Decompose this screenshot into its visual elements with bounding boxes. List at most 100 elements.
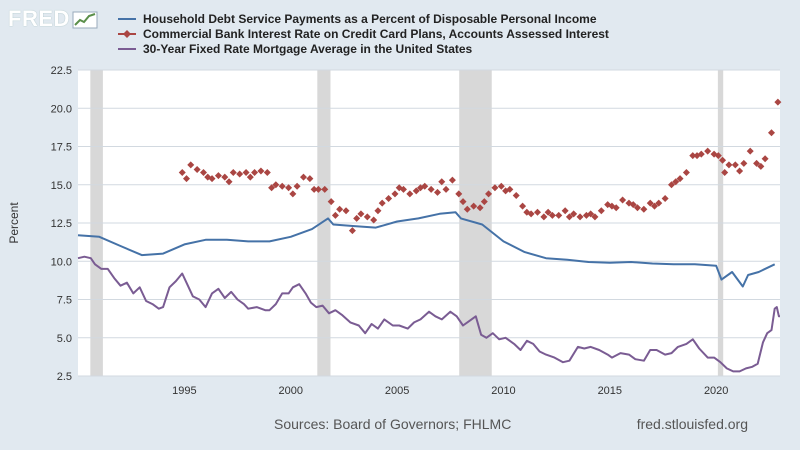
- legend-label: Commercial Bank Interest Rate on Credit …: [143, 26, 609, 41]
- data-point-diamond: [399, 185, 407, 193]
- data-point-diamond: [391, 190, 399, 198]
- data-point-diamond: [193, 165, 201, 173]
- data-point-diamond: [736, 167, 744, 175]
- x-tick-label: 2000: [278, 385, 302, 397]
- data-point-diamond: [697, 150, 705, 158]
- data-point-diamond: [438, 178, 446, 186]
- data-point-diamond: [246, 173, 254, 181]
- y-tick-label: 17.5: [51, 142, 72, 154]
- data-point-diamond: [519, 202, 527, 210]
- data-point-diamond: [314, 185, 322, 193]
- data-point-diamond: [221, 173, 229, 181]
- data-point-diamond: [278, 182, 286, 190]
- y-tick-label: 7.5: [57, 295, 72, 307]
- data-point-diamond: [544, 208, 552, 216]
- data-point-diamond: [448, 176, 456, 184]
- legend-item-debt-service[interactable]: Household Debt Service Payments as a Per…: [118, 11, 609, 26]
- data-point-diamond: [527, 210, 535, 218]
- data-point-diamond: [406, 190, 414, 198]
- data-point-diamond: [306, 175, 314, 183]
- legend-item-mortgage-rate[interactable]: 30-Year Fixed Rate Mortgage Average in t…: [118, 41, 609, 56]
- data-point-diamond: [512, 191, 520, 199]
- y-tick-label: 15.0: [51, 180, 72, 192]
- y-tick-label: 5.0: [57, 333, 72, 345]
- data-point-diamond: [668, 181, 676, 189]
- data-point-diamond: [336, 205, 344, 213]
- data-point-diamond: [374, 207, 382, 215]
- y-tick-label: 20.0: [51, 103, 72, 115]
- data-point-diamond: [342, 207, 350, 215]
- data-point-diamond: [650, 202, 658, 210]
- data-point-diamond: [378, 199, 386, 207]
- data-point-diamond: [661, 195, 669, 203]
- data-point-diamond: [236, 170, 244, 178]
- footer-url[interactable]: fred.stlouisfed.org: [636, 416, 748, 432]
- data-point-diamond: [740, 159, 748, 167]
- data-point-diamond: [455, 190, 463, 198]
- data-point-diamond: [672, 178, 680, 186]
- x-tick-label: 2020: [704, 385, 728, 397]
- y-axis-label: Percent: [7, 202, 21, 244]
- legend-label: Household Debt Service Payments as a Per…: [143, 11, 597, 26]
- data-point-diamond: [619, 196, 627, 204]
- x-tick-label: 2015: [598, 385, 622, 397]
- data-point-diamond: [746, 147, 754, 155]
- data-point-diamond: [757, 162, 765, 170]
- chart-trend-icon: [72, 11, 98, 29]
- data-point-diamond: [200, 169, 208, 177]
- data-point-diamond: [434, 188, 442, 196]
- data-point-diamond: [774, 98, 782, 106]
- series-debt-service-line: [77, 211, 776, 288]
- data-point-diamond: [299, 173, 307, 181]
- chart-legend: Household Debt Service Payments as a Per…: [118, 11, 609, 56]
- data-point-diamond: [485, 190, 493, 198]
- data-point-diamond: [676, 175, 684, 183]
- fred-logo[interactable]: FRED: [8, 6, 98, 32]
- data-point-diamond: [721, 169, 729, 177]
- data-point-diamond: [655, 199, 663, 207]
- data-point-diamond: [293, 182, 301, 190]
- series-credit-card-rate: [178, 98, 782, 235]
- data-point-diamond: [470, 202, 478, 210]
- data-point-diamond: [704, 147, 712, 155]
- data-point-diamond: [719, 156, 727, 164]
- data-point-diamond: [555, 211, 563, 219]
- data-point-diamond: [480, 198, 488, 206]
- data-point-diamond: [506, 185, 514, 193]
- legend-line-key: [118, 17, 136, 20]
- data-point-diamond: [633, 204, 641, 212]
- data-point-diamond: [533, 208, 541, 216]
- legend-line-key: [118, 47, 136, 50]
- data-point-diamond: [257, 167, 265, 175]
- data-point-diamond: [629, 201, 637, 209]
- data-point-diamond: [242, 169, 250, 177]
- data-point-diamond: [363, 213, 371, 221]
- data-point-diamond: [182, 175, 190, 183]
- data-point-diamond: [612, 204, 620, 212]
- data-point-diamond: [421, 182, 429, 190]
- data-point-diamond: [310, 185, 318, 193]
- footer-source: Sources: Board of Governors; FHLMC: [274, 416, 512, 432]
- data-point-diamond: [385, 195, 393, 203]
- y-tick-label: 2.5: [57, 371, 72, 383]
- data-point-diamond: [229, 169, 237, 177]
- data-point-diamond: [251, 169, 259, 177]
- y-tick-label: 22.5: [51, 65, 72, 77]
- data-point-diamond: [370, 216, 378, 224]
- data-point-diamond: [570, 210, 578, 218]
- data-point-diamond: [321, 185, 329, 193]
- legend-item-credit-card-rate[interactable]: Commercial Bank Interest Rate on Credit …: [118, 26, 609, 41]
- data-point-diamond: [272, 181, 280, 189]
- data-point-diamond: [731, 161, 739, 169]
- data-point-diamond: [576, 213, 584, 221]
- legend-label: 30-Year Fixed Rate Mortgage Average in t…: [143, 41, 473, 56]
- data-point-diamond: [348, 227, 356, 235]
- y-tick-label: 12.5: [51, 218, 72, 230]
- data-point-diamond: [497, 182, 505, 190]
- data-point-diamond: [353, 214, 361, 222]
- data-point-diamond: [208, 175, 216, 183]
- data-point-diamond: [491, 184, 499, 192]
- data-point-diamond: [646, 199, 654, 207]
- data-point-diamond: [289, 190, 297, 198]
